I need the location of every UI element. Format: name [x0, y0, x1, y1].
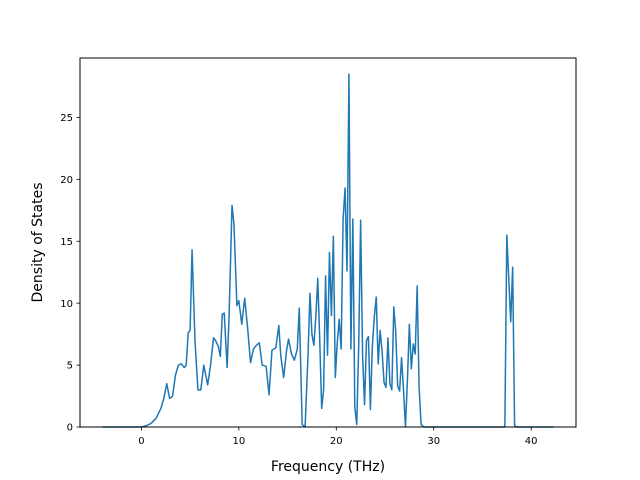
x-tick-label: 40 — [525, 436, 538, 447]
x-axis-label: Frequency (THz) — [271, 459, 385, 475]
y-tick-label: 25 — [60, 113, 73, 124]
y-tick-label: 5 — [67, 361, 73, 372]
y-tick-label: 20 — [60, 175, 73, 186]
y-tick-label: 0 — [67, 423, 73, 434]
y-tick-label: 15 — [60, 237, 73, 248]
x-tick-label: 30 — [427, 436, 440, 447]
x-tick-label: 20 — [330, 436, 343, 447]
plot-area — [102, 73, 554, 428]
dos-series-line — [102, 73, 554, 428]
axes-frame — [79, 57, 577, 428]
y-axis-ticks: 0 5 10 15 20 25 — [60, 113, 80, 434]
x-axis-ticks: 0 10 20 30 40 — [138, 427, 538, 447]
x-tick-label: 10 — [232, 436, 245, 447]
y-tick-label: 10 — [60, 299, 73, 310]
y-axis-label: Density of States — [30, 183, 46, 303]
x-tick-label: 0 — [138, 436, 144, 447]
